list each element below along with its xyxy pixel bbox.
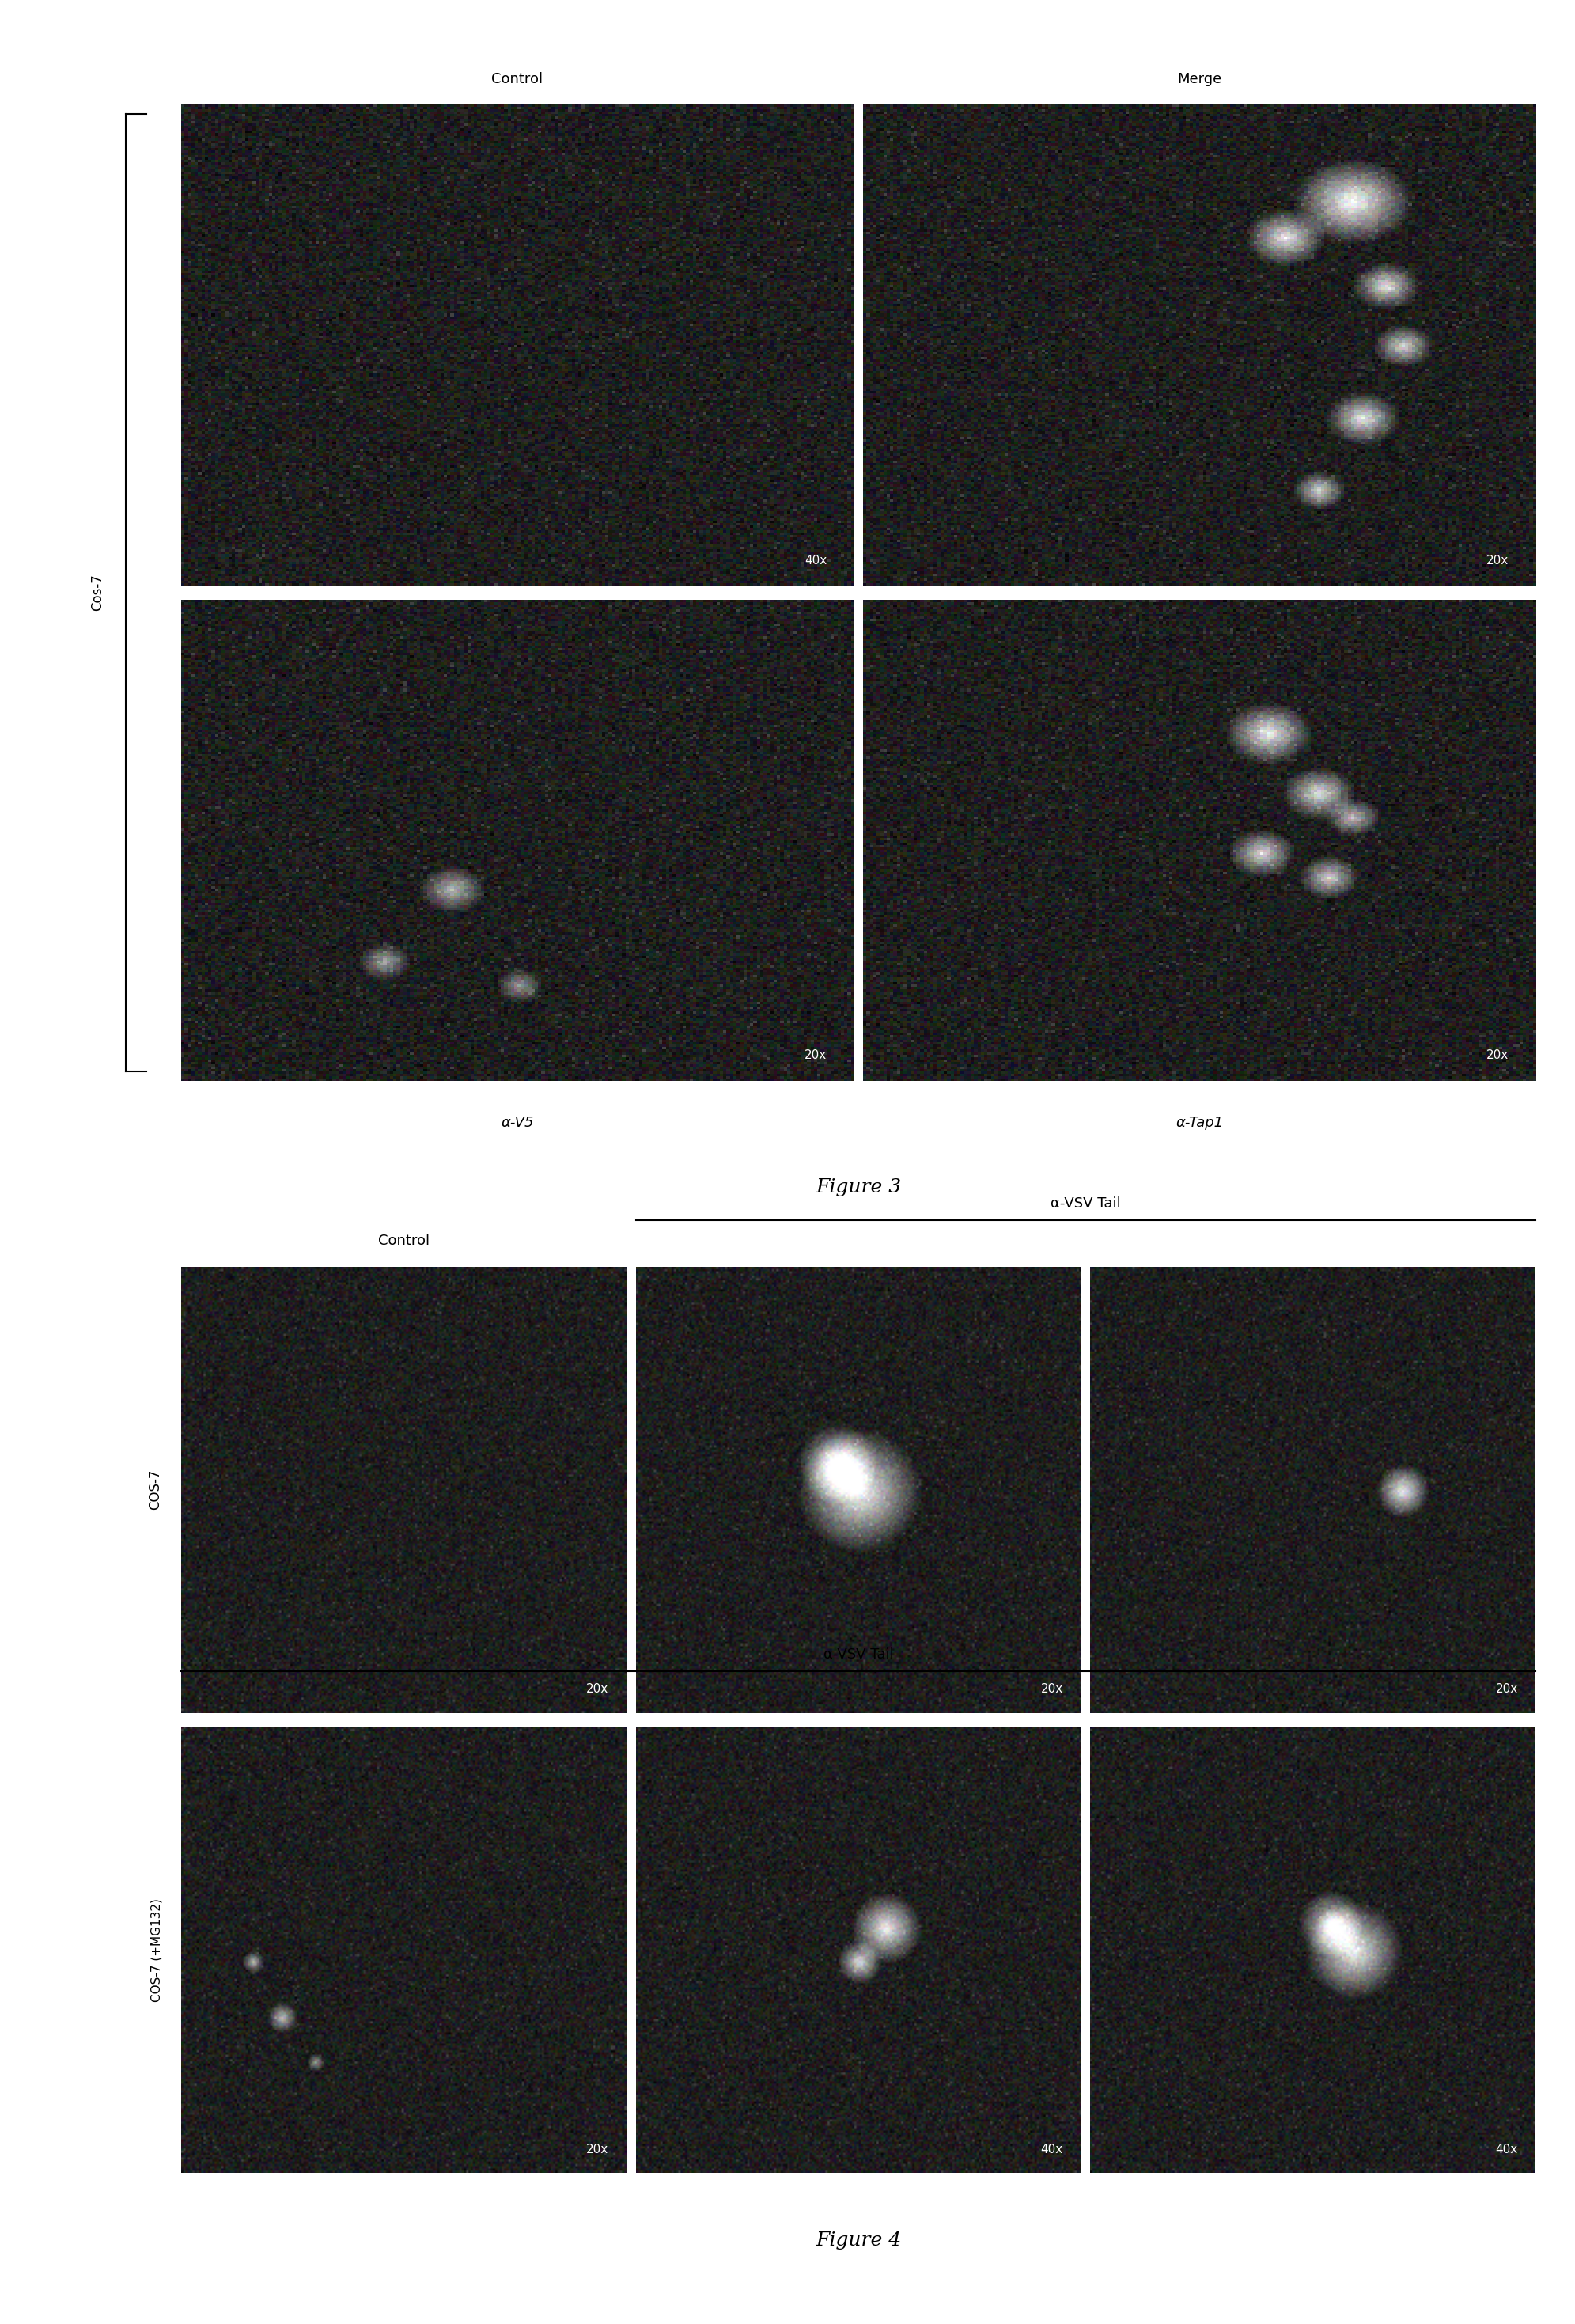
Text: 20x: 20x [1041, 1683, 1063, 1694]
Text: α-VSV Tail: α-VSV Tail [824, 1648, 893, 1662]
Text: COS-7 (+MG132): COS-7 (+MG132) [150, 1899, 162, 2001]
Text: 20x: 20x [1487, 1050, 1509, 1062]
Text: Figure 3: Figure 3 [816, 1178, 901, 1197]
Text: 40x: 40x [1496, 2143, 1518, 2154]
Text: α-Tap1: α-Tap1 [1175, 1116, 1224, 1129]
Text: Control: Control [491, 72, 543, 86]
Text: Cos-7: Cos-7 [90, 574, 106, 611]
Text: Merge: Merge [1177, 72, 1222, 86]
Text: 20x: 20x [586, 1683, 608, 1694]
Text: α-VSV Tail: α-VSV Tail [1051, 1197, 1121, 1211]
Text: 20x: 20x [805, 1050, 827, 1062]
Text: 20x: 20x [1487, 555, 1509, 567]
Text: α-V5: α-V5 [501, 1116, 534, 1129]
Text: Control: Control [378, 1234, 430, 1248]
Text: Figure 4: Figure 4 [816, 2231, 901, 2250]
Text: 40x: 40x [805, 555, 827, 567]
Text: COS-7: COS-7 [148, 1469, 162, 1511]
Text: 20x: 20x [586, 2143, 608, 2154]
Text: 20x: 20x [1496, 1683, 1518, 1694]
Text: 40x: 40x [1041, 2143, 1063, 2154]
